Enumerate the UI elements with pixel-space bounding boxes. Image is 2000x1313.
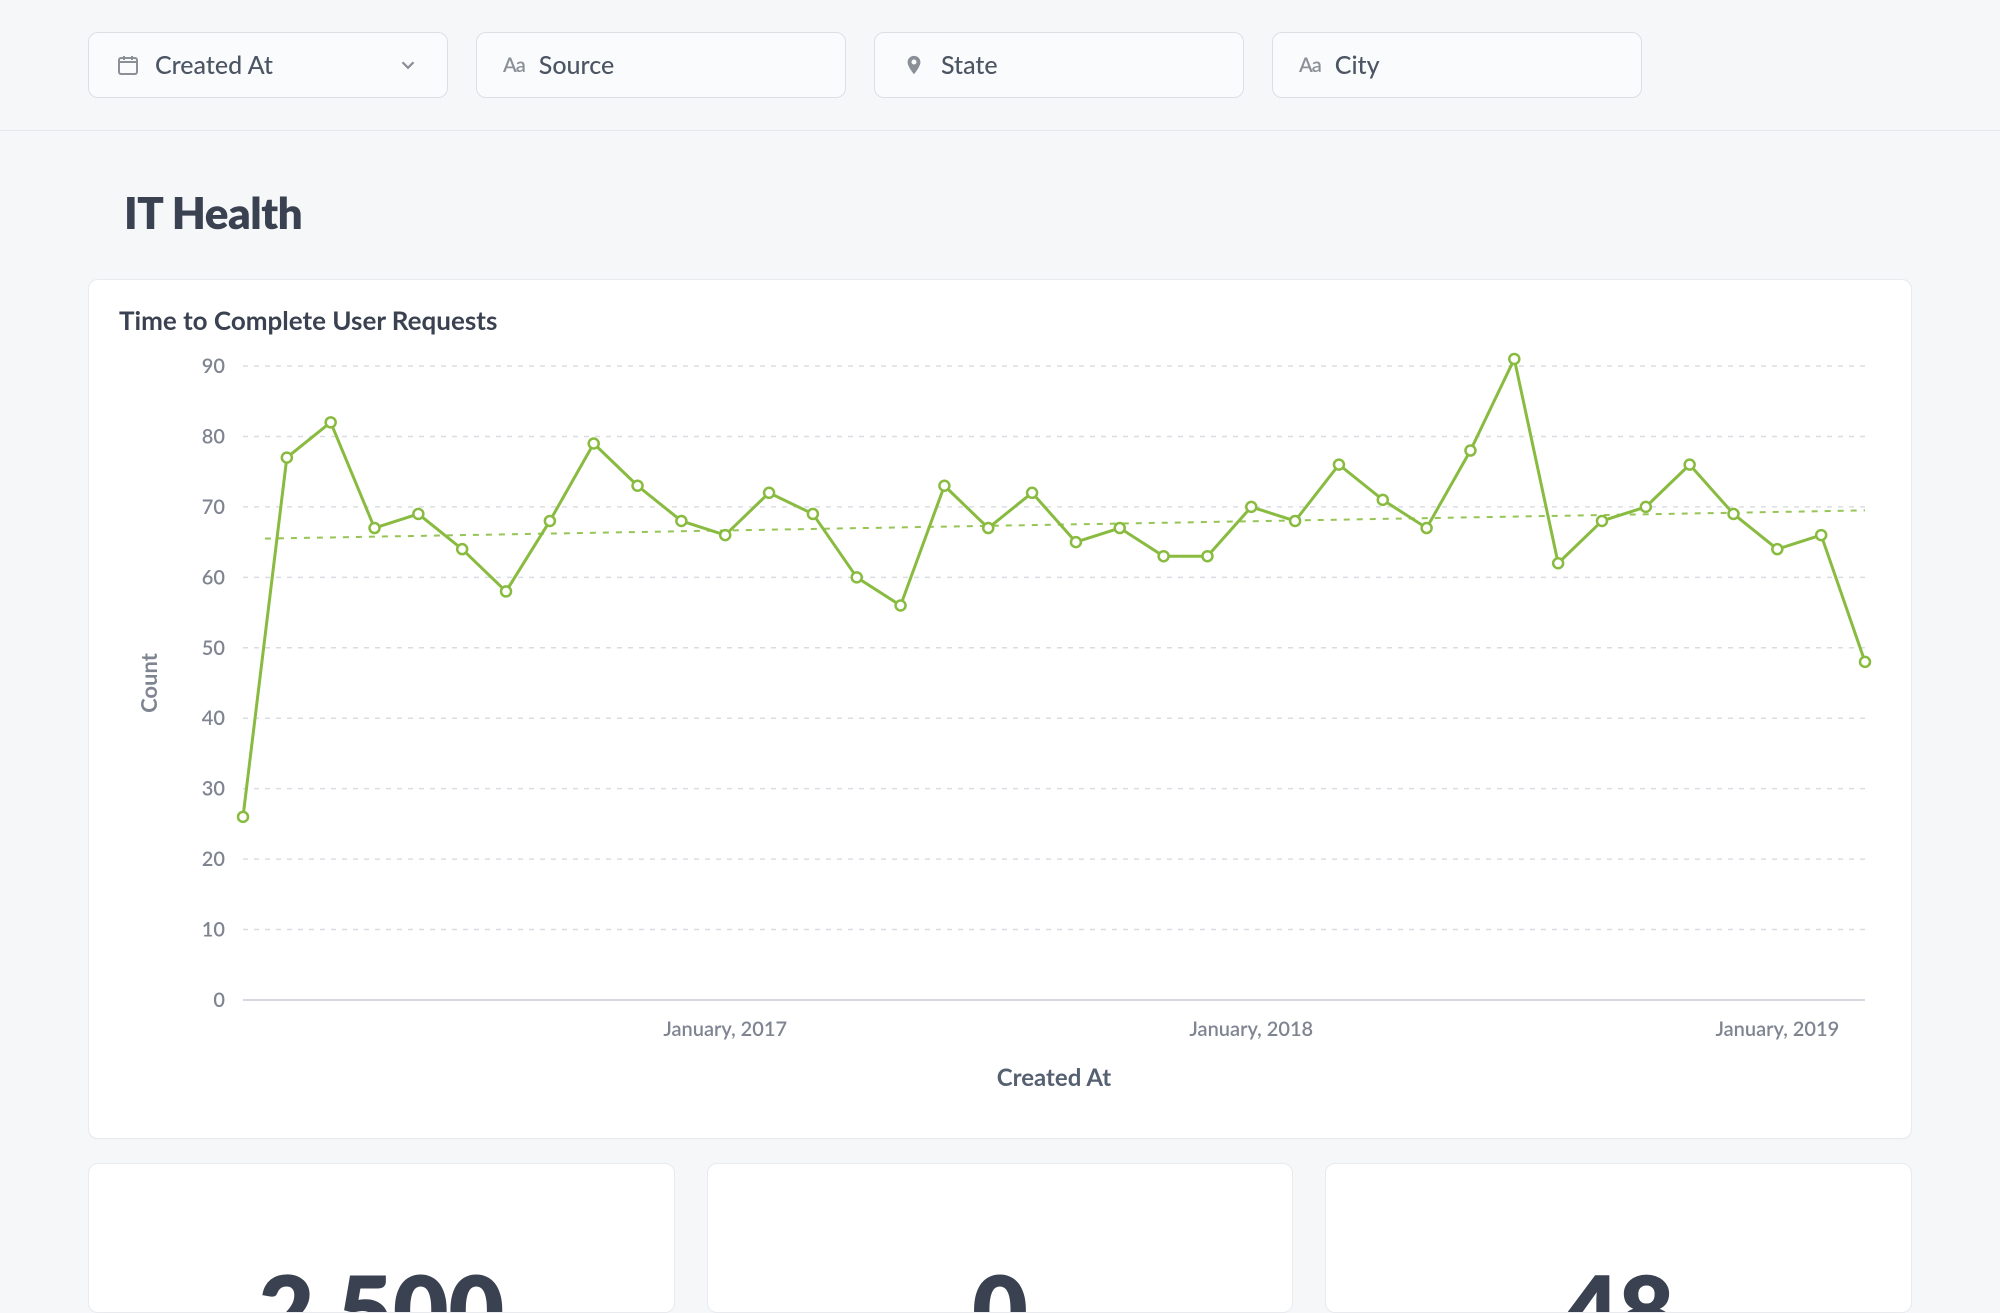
metric-card-2: 0 — [707, 1163, 1294, 1313]
svg-text:10: 10 — [202, 918, 226, 942]
chart-title: Time to Complete User Requests — [119, 304, 1887, 336]
svg-text:20: 20 — [202, 847, 226, 871]
filter-label: State — [941, 50, 998, 80]
chart-card: Time to Complete User Requests 0 10 20 30 40… — [88, 279, 1912, 1139]
svg-text:30: 30 — [202, 777, 226, 801]
metric-card-1: 2,500 — [88, 1163, 675, 1313]
calendar-icon — [115, 52, 141, 78]
filter-label: Source — [539, 50, 614, 80]
text-icon: Aa — [503, 53, 525, 77]
page-title: IT Health — [124, 187, 1912, 239]
svg-text:January, 2019: January, 2019 — [1715, 1017, 1839, 1041]
svg-text:70: 70 — [202, 495, 226, 519]
content-area: IT Health Time to Complete User Requests… — [0, 131, 2000, 1313]
chevron-down-icon — [395, 52, 421, 78]
filter-created-at[interactable]: Created At — [88, 32, 448, 98]
metrics-row: 2,500 0 48 — [88, 1163, 1912, 1313]
svg-text:January, 2018: January, 2018 — [1189, 1017, 1313, 1041]
filter-state[interactable]: State — [874, 32, 1244, 98]
location-pin-icon — [901, 52, 927, 78]
svg-text:Created At: Created At — [997, 1063, 1111, 1092]
filter-bar: Created At Aa Source State Aa City — [0, 0, 2000, 131]
svg-text:80: 80 — [202, 424, 226, 448]
svg-text:January, 2017: January, 2017 — [663, 1017, 787, 1041]
chart-area: 0 10 20 30 40 50 60 70 80 90 January, 2017 January,… — [113, 350, 1887, 1114]
svg-text:Count: Count — [135, 652, 162, 713]
metric-value: 0 — [972, 1280, 1028, 1313]
svg-text:60: 60 — [202, 565, 226, 589]
filter-source[interactable]: Aa Source — [476, 32, 846, 98]
svg-text:90: 90 — [202, 354, 226, 378]
svg-text:50: 50 — [202, 636, 226, 660]
filter-label: City — [1335, 50, 1380, 80]
metric-card-3: 48 — [1325, 1163, 1912, 1313]
metric-value: 2,500 — [258, 1280, 504, 1313]
svg-text:40: 40 — [202, 706, 226, 730]
line-chart: 0 10 20 30 40 50 60 70 80 90 January, 2017 January,… — [113, 350, 1885, 1110]
filter-label: Created At — [155, 50, 273, 80]
metric-value: 48 — [1563, 1280, 1674, 1313]
svg-text:0: 0 — [213, 988, 225, 1012]
text-icon: Aa — [1299, 53, 1321, 77]
filter-city[interactable]: Aa City — [1272, 32, 1642, 98]
